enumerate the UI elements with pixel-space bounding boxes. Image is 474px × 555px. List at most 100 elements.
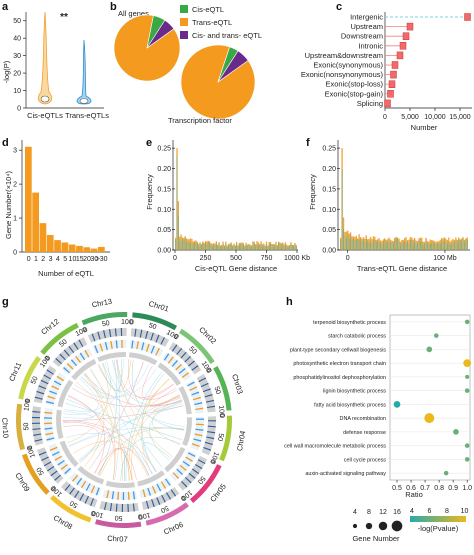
e-bars-overlay-bar bbox=[205, 242, 206, 250]
chromosome-scale-label: 100 bbox=[209, 451, 220, 465]
e-bars-overlay-bar bbox=[264, 247, 266, 250]
expression-mark bbox=[99, 343, 104, 352]
chromosome-scale-label: 100 bbox=[138, 511, 151, 520]
e-bars-xtick-label: 250 bbox=[200, 255, 212, 262]
panel-c-bar-marker bbox=[399, 42, 407, 50]
density-mark bbox=[34, 396, 43, 400]
e-bars-ytick-label: 0.05 bbox=[157, 227, 171, 234]
chromosome-label: Chr05 bbox=[208, 482, 228, 504]
e-bars-overlay-bar bbox=[197, 242, 198, 250]
chromosome-scale-label: 100 bbox=[121, 319, 133, 326]
density-mark bbox=[38, 385, 47, 390]
f-bars-xtick-label: 0 bbox=[346, 255, 350, 262]
panel-e-ylabel: Frequency bbox=[145, 174, 154, 210]
chromosome-scale-label: 50 bbox=[187, 345, 198, 356]
expression-mark bbox=[94, 345, 99, 354]
density-mark bbox=[145, 330, 149, 339]
panel-h-term-label: auxin-activated signaling pathway bbox=[305, 471, 386, 477]
density-mark bbox=[181, 480, 188, 488]
f-bars-overlay-bar bbox=[454, 242, 455, 250]
expression-mark bbox=[66, 363, 74, 370]
panel-h-xtick-label: 0.5 bbox=[392, 485, 402, 492]
eqtl-link bbox=[63, 405, 184, 422]
e-bars-overlay-bar bbox=[260, 242, 262, 250]
density-track-bg bbox=[130, 328, 170, 347]
panel-h-dot bbox=[465, 374, 470, 379]
f-bars-overlay-bar bbox=[351, 239, 353, 250]
e-bars-overlay-bar bbox=[291, 245, 293, 250]
density-mark bbox=[188, 360, 195, 367]
panel-c-xtick-label: 10,000 bbox=[424, 114, 446, 121]
panel-h-xtick-label: 0.9 bbox=[448, 485, 458, 492]
density-mark bbox=[34, 438, 43, 442]
density-mark bbox=[200, 382, 209, 388]
e-bars-overlay-bar bbox=[243, 243, 244, 250]
density-track-bg bbox=[168, 342, 202, 375]
eqtl-link bbox=[84, 373, 182, 407]
eqtl-link bbox=[63, 425, 99, 463]
chromosome-label: Chr09 bbox=[13, 471, 31, 493]
e-bars-overlay-bar bbox=[252, 242, 254, 250]
e-bars-xtick-label: 0 bbox=[173, 255, 177, 262]
e-bars-overlay-bar bbox=[224, 246, 225, 250]
chromosome-scale-label: 0 bbox=[179, 494, 186, 502]
panel-f-xlabel: Trans-eQTL Gene distance bbox=[357, 264, 447, 273]
eqtl-link bbox=[100, 427, 185, 477]
panel-d-ytick-label: 1 bbox=[13, 216, 17, 223]
expression-mark bbox=[187, 381, 195, 387]
cis-violin bbox=[37, 11, 53, 105]
e-bars-overlay-bar bbox=[282, 243, 284, 250]
panel-c-bars: IntergenicUpstreamDownstreamIntronicUpst… bbox=[301, 13, 471, 108]
density-mark bbox=[139, 329, 143, 338]
panel-h-dot bbox=[426, 346, 433, 353]
expression-mark bbox=[181, 372, 190, 379]
e-bars-overlay-bar bbox=[176, 156, 178, 250]
density-mark bbox=[69, 487, 75, 495]
e-bars-overlay-bar bbox=[256, 244, 258, 250]
eqtl-link bbox=[63, 378, 99, 412]
density-mark bbox=[191, 365, 199, 371]
e-bars-overlay-bar bbox=[244, 246, 246, 250]
inner-ring-segment bbox=[164, 446, 186, 473]
eqtl-link bbox=[74, 364, 149, 399]
expression-mark bbox=[60, 464, 68, 470]
expression-mark bbox=[44, 411, 53, 414]
density-mark bbox=[103, 501, 107, 511]
expression-mark bbox=[171, 360, 179, 367]
e-bars-overlay-bar bbox=[237, 245, 239, 250]
eqtl-link bbox=[141, 373, 165, 473]
panel-d-xtick-label: 0 bbox=[27, 256, 31, 263]
e-bars-overlay-bar bbox=[258, 245, 259, 250]
chromosome-label: Chr02 bbox=[197, 325, 218, 346]
f-bars-overlay-bar bbox=[435, 243, 437, 250]
density-track-bg bbox=[177, 455, 208, 491]
density-mark bbox=[64, 484, 71, 491]
chromosome-scale-label: 100 bbox=[75, 327, 89, 338]
expression-mark bbox=[187, 452, 196, 458]
f-bars-overlay-bar bbox=[467, 240, 468, 250]
density-mark bbox=[50, 470, 58, 477]
f-bars-overlay-bar bbox=[358, 239, 360, 250]
density-mark bbox=[40, 379, 49, 385]
chromosome-scale-label: 0 bbox=[44, 355, 52, 363]
density-mark bbox=[150, 332, 154, 341]
panel-d-bar bbox=[46, 235, 54, 252]
expression-mark bbox=[79, 352, 86, 361]
panel-f-letter: f bbox=[306, 137, 310, 149]
f-bars-overlay-bar bbox=[430, 243, 431, 250]
pie-transcription-factor bbox=[180, 44, 256, 120]
density-mark bbox=[204, 394, 213, 398]
eqtl-link bbox=[65, 433, 153, 474]
e-bars-overlay-bar bbox=[217, 245, 219, 250]
expression-mark bbox=[165, 478, 171, 486]
eqtl-link bbox=[131, 359, 185, 431]
pie-all-genes bbox=[113, 14, 181, 82]
e-bars-overlay-bar bbox=[206, 244, 208, 250]
f-bars-overlay-bar bbox=[432, 241, 434, 250]
density-mark bbox=[166, 492, 172, 500]
panel-c-xticks: 0 5,000 10,000 15,000 bbox=[383, 108, 471, 121]
density-mark bbox=[32, 428, 41, 431]
e-bars-overlay-bar bbox=[201, 244, 202, 250]
inner-ring-segment bbox=[59, 440, 79, 468]
density-mark bbox=[97, 331, 101, 340]
